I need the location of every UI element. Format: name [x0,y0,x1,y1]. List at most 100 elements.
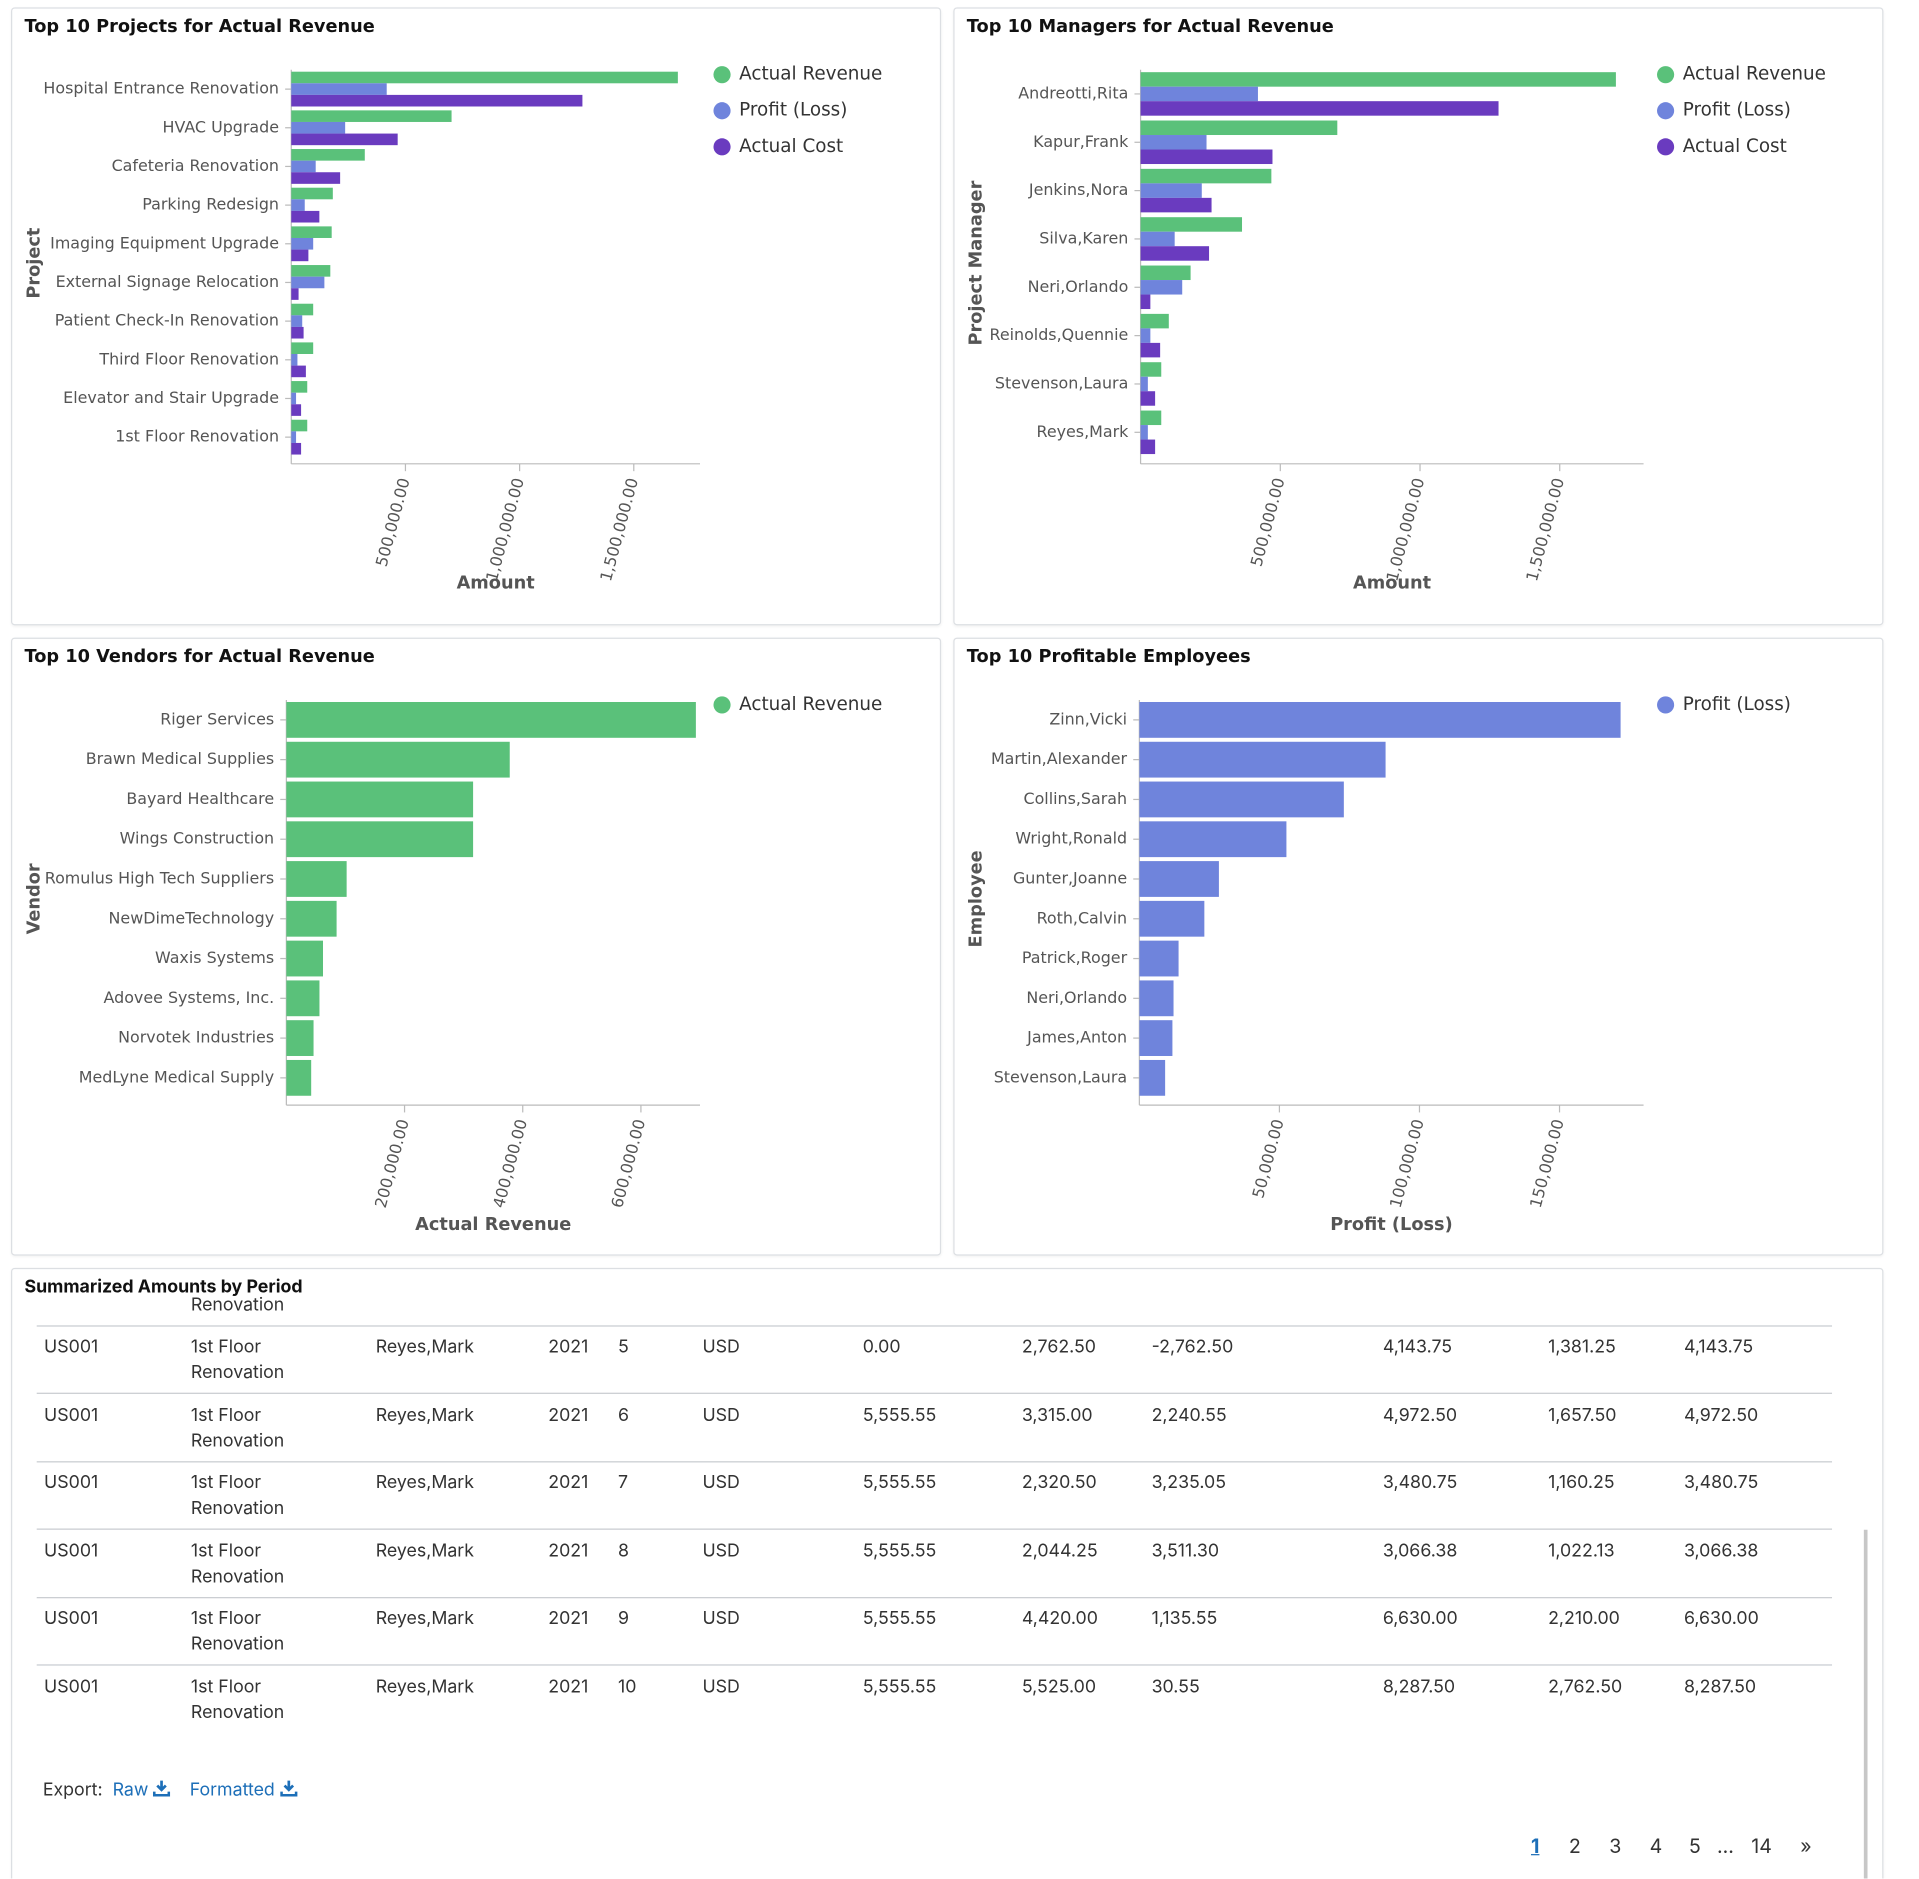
table-cell: 3,066.38 [1382,1540,1458,1561]
x-tick-label: 100,000.00 [1386,1117,1428,1210]
table-cell: 2021 [548,1540,589,1561]
legend-label[interactable]: Actual Cost [739,136,843,157]
page-link[interactable]: 1 [1530,1833,1540,1858]
scrollbar[interactable] [1863,1529,1868,1879]
legend-label[interactable]: Profit (Loss) [1683,100,1791,121]
y-tick-label: Bayard Healthcare [126,789,274,808]
bar [291,71,678,84]
bar [291,149,365,161]
x-axis-label: Amount [457,574,536,594]
export-formatted[interactable]: Formatted [190,1777,298,1803]
legend-label[interactable]: Actual Revenue [1683,64,1826,85]
y-tick-label: Cafeteria Renovation [112,156,279,175]
bar [1140,376,1148,392]
bar [291,249,309,262]
page-link[interactable]: 14 [1751,1833,1772,1858]
table-cell: 6 [618,1404,630,1426]
table-cell: 2,762.50 [1021,1336,1097,1358]
bar [291,404,302,416]
legend-label[interactable]: Actual Cost [1683,136,1787,157]
legend-marker [713,138,731,156]
page-link[interactable]: 3 [1609,1833,1622,1858]
legend-marker [713,696,731,714]
table-cell: Reyes,Mark [375,1472,475,1494]
page-link[interactable]: 5 [1688,1833,1701,1858]
table-cell: 1st Floor Renovation [190,1540,285,1587]
page-link[interactable]: » [1800,1833,1812,1858]
legend-label[interactable]: Actual Revenue [739,64,882,85]
table-cell: 2021 [548,1608,589,1629]
bar [291,381,308,393]
table-cell: 1st Floor Renovation [190,1608,285,1655]
table-cell: 3,066.38 [1683,1540,1759,1561]
bar [291,365,306,378]
table-cell: 1,657.50 [1548,1404,1617,1426]
bar [1140,231,1175,247]
bar [286,741,510,778]
table-cell: USD [702,1540,740,1561]
bar [291,210,320,223]
x-axis-label: Profit (Loss) [1330,1215,1453,1235]
y-tick-label: Wings Construction [120,829,274,848]
export-label: Export: [42,1779,103,1801]
table-cell: US001 [44,1336,99,1358]
page-link[interactable]: 2 [1568,1833,1581,1858]
table-cell: USD [702,1608,740,1629]
y-tick-label: Third Floor Renovation [98,349,279,368]
x-axis-label: Actual Revenue [415,1215,571,1235]
table-cell: 3,235.05 [1151,1472,1227,1494]
x-tick-label: 500,000.00 [372,476,414,569]
legend-marker [1657,66,1675,84]
table-panel: Summarized Amounts by Period [11,1267,1884,1879]
y-tick-label: Adovee Systems, Inc. [104,988,275,1007]
page-link[interactable]: ... [1716,1833,1734,1858]
bar [286,702,696,738]
y-tick-label: Norvotek Industries [118,1028,274,1047]
table-cell: 5,525.00 [1021,1675,1097,1697]
x-tick-label: 1,500,000.00 [596,476,642,583]
bar [291,303,314,316]
bar [1140,168,1272,184]
bar [291,288,299,300]
y-axis-label: Project Manager [967,180,987,345]
legend-label[interactable]: Profit (Loss) [1683,694,1791,715]
y-tick-label: Patrick,Roger [1022,948,1128,967]
table-cell: 2,210.00 [1548,1608,1620,1629]
bar [291,110,452,122]
table-cell: 4,143.75 [1382,1336,1453,1358]
bar [1140,313,1169,329]
table-cell: -2,762.50 [1151,1336,1234,1358]
table-cell: 1,135.55 [1151,1608,1218,1629]
bar [1139,980,1174,1017]
table-cell: 2021 [548,1404,589,1426]
legend-marker [1657,138,1675,156]
bar [286,821,474,858]
legend-label[interactable]: Actual Revenue [739,694,882,715]
table-cell: 4,420.00 [1021,1608,1098,1629]
bar [286,861,347,897]
y-tick-label: Neri,Orlando [1028,277,1129,296]
chart: Top 10 Vendors for Actual Revenue Riger S… [24,647,882,1235]
bar [291,315,303,327]
table-cell: 3,511.30 [1151,1540,1220,1561]
page-link[interactable]: 4 [1649,1833,1663,1858]
row-divider [36,1664,1833,1666]
bar [291,342,314,354]
chart-panel: Top 10 Profitable Employees Zinn,Vicki Mar… [953,637,1884,1256]
legend-label[interactable]: Profit (Loss) [739,100,847,121]
table-cell: 30.55 [1151,1675,1200,1697]
bar [291,442,302,455]
x-tick-label: 1,500,000.00 [1522,476,1568,583]
bar [291,431,297,443]
table-cell: USD [702,1472,740,1494]
export-raw[interactable]: Raw [113,1777,171,1803]
table-cell: 2,762.50 [1548,1675,1623,1697]
table-cell: 2021 [548,1675,589,1697]
y-tick-label: Andreotti,Rita [1018,83,1128,102]
chart-title: Top 10 Managers for Actual Revenue [967,17,1334,37]
bar [1140,197,1212,213]
bar [1139,781,1344,818]
table-cell: USD [702,1675,740,1697]
row-divider [36,1325,1833,1327]
